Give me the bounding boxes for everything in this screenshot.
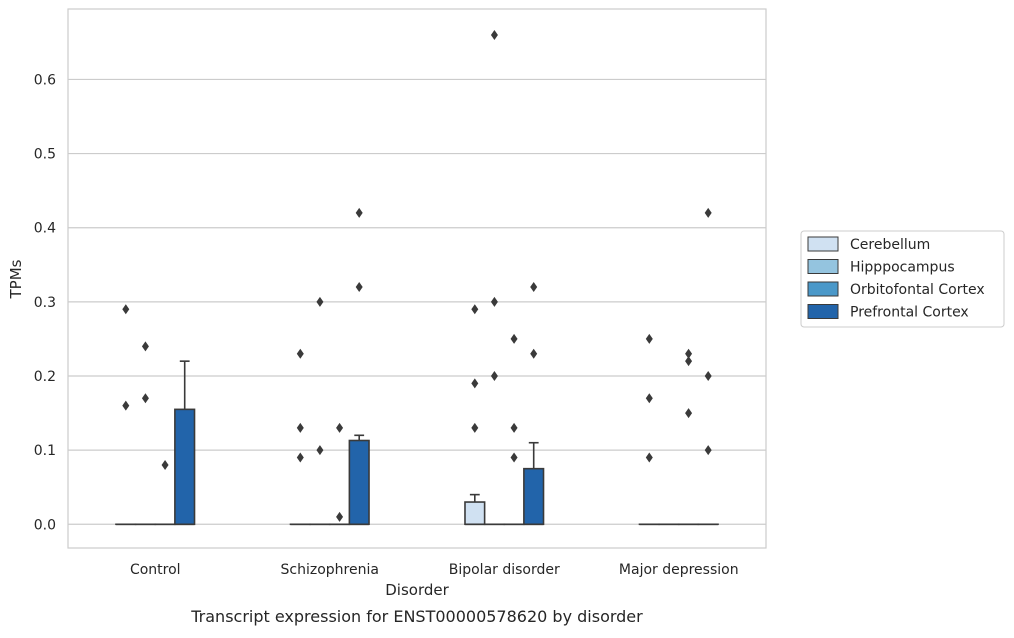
outlier-point: [336, 512, 343, 522]
outlier-point: [336, 423, 343, 433]
x-tick-label: Control: [130, 562, 181, 578]
box: [465, 502, 485, 524]
outlier-point: [646, 334, 653, 344]
legend-swatch: [808, 282, 838, 296]
y-tick-label: 0.6: [34, 72, 56, 88]
outlier-point: [491, 297, 498, 307]
outlier-point: [142, 341, 149, 351]
outlier-point: [356, 282, 363, 292]
y-axis-label: TPMs: [7, 259, 25, 299]
x-tick-labels: Control Schizophrenia Bipolar disorder Majo…: [130, 562, 739, 578]
outlier-point: [297, 453, 304, 463]
outlier-point: [685, 408, 692, 418]
outlier-point: [646, 393, 653, 403]
outlier-point: [491, 30, 498, 40]
x-tick-label: Major depression: [619, 562, 739, 578]
outlier-point: [646, 453, 653, 463]
chart-caption: Transcript expression for ENST0000057862…: [190, 607, 643, 626]
y-tick-label: 0.5: [34, 147, 56, 163]
outlier-point: [511, 453, 518, 463]
legend-label: Cerebellum: [850, 237, 930, 253]
x-tick-label: Schizophrenia: [281, 562, 379, 578]
y-tick-label: 0.3: [34, 295, 56, 311]
outlier-point: [122, 304, 129, 314]
outlier-point: [705, 371, 712, 381]
y-tick-labels: 0.0 0.1 0.2 0.3 0.4 0.5 0.6: [34, 72, 56, 533]
legend-label: Hipppocampus: [850, 260, 955, 276]
y-tick-label: 0.0: [34, 517, 56, 533]
box: [524, 469, 544, 525]
gridlines: [68, 79, 766, 524]
x-axis-label: Disorder: [385, 581, 449, 599]
legend-swatch: [808, 305, 838, 319]
legend-label: Orbitofontal Cortex: [850, 282, 985, 298]
outlier-point: [530, 282, 537, 292]
legend-label: Prefrontal Cortex: [850, 305, 969, 321]
outlier-point: [511, 334, 518, 344]
legend-swatch: [808, 237, 838, 251]
outlier-point: [705, 208, 712, 218]
outlier-point: [297, 423, 304, 433]
outlier-point: [471, 378, 478, 388]
outlier-point: [705, 445, 712, 455]
y-tick-label: 0.4: [34, 221, 56, 237]
plot-area-frame: [68, 9, 766, 548]
outlier-point: [122, 401, 129, 411]
outlier-point: [511, 423, 518, 433]
box: [175, 409, 195, 524]
outlier-point: [142, 393, 149, 403]
boxes: [116, 361, 718, 524]
outlier-point: [316, 445, 323, 455]
legend-swatch: [808, 260, 838, 274]
legend: Cerebellum Hipppocampus Orbitofontal Corte…: [801, 231, 1004, 327]
outlier-point: [685, 349, 692, 359]
outlier-point: [471, 423, 478, 433]
x-tick-label: Bipolar disorder: [449, 562, 560, 578]
box: [349, 440, 369, 524]
outlier-point: [162, 460, 169, 470]
outlier-point: [297, 349, 304, 359]
outlier-point: [316, 297, 323, 307]
y-tick-label: 0.2: [34, 369, 56, 385]
outlier-point: [530, 349, 537, 359]
outlier-point: [471, 304, 478, 314]
outliers: [122, 30, 711, 522]
y-tick-label: 0.1: [34, 443, 56, 459]
outlier-point: [491, 371, 498, 381]
outlier-point: [356, 208, 363, 218]
